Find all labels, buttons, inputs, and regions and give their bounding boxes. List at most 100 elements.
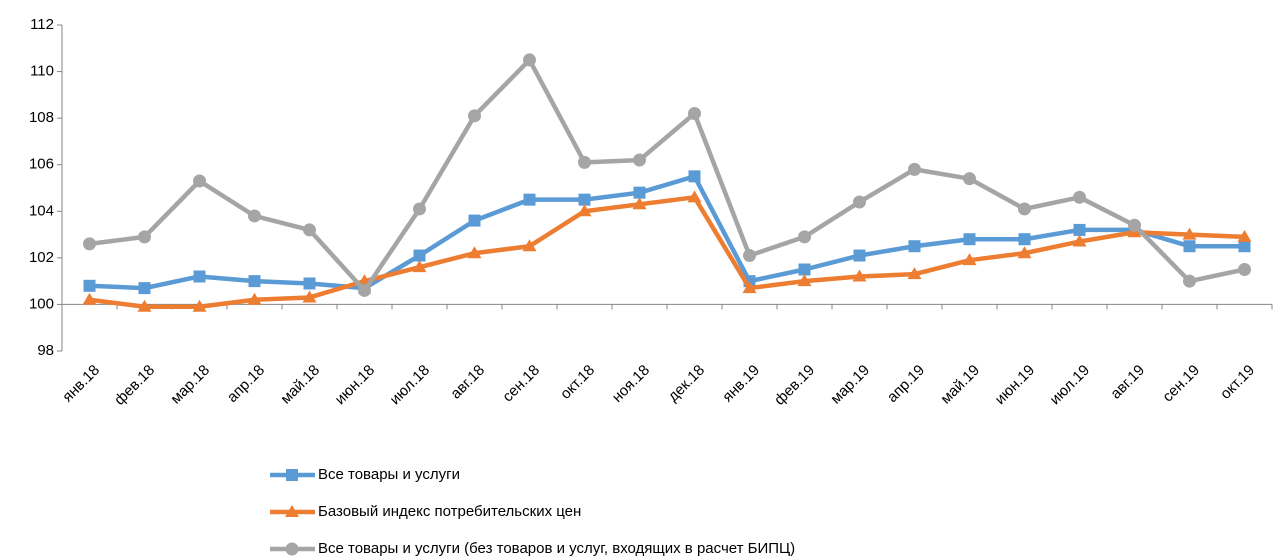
x-tick-label: май.19 [937,362,983,408]
marker [1128,218,1141,232]
marker [248,275,261,288]
marker [908,162,921,176]
marker [1017,246,1032,259]
marker [908,240,921,253]
marker [632,197,647,210]
marker [798,263,811,276]
marker [1018,202,1031,216]
marker [468,109,481,123]
marker [963,172,976,186]
x-tick-label: сен.19 [1159,362,1203,406]
series [83,170,1251,295]
marker [302,290,317,303]
marker [577,204,592,217]
marker [688,170,701,183]
marker [138,282,151,295]
x-tick-label: фев.19 [771,362,818,409]
marker [522,239,537,252]
marker [1183,274,1196,288]
marker [853,195,866,209]
marker [578,155,591,169]
marker [523,53,536,67]
x-tick-label: апр.19 [884,362,928,406]
x-tick-label: май.18 [277,362,323,408]
y-tick-label: 104 [29,202,54,219]
y-tick-label: 102 [29,249,54,266]
series [83,53,1251,297]
marker [1183,240,1196,253]
marker [907,267,922,280]
marker [413,249,426,262]
marker [412,260,427,273]
x-tick-label: сен.18 [499,362,543,406]
x-tick-label: окт.19 [1217,362,1258,403]
x-tick-label: июн.19 [992,362,1039,409]
y-tick-label: 108 [29,109,54,126]
marker [797,274,812,287]
x-tick-label: июл.18 [387,362,434,409]
marker [413,202,426,216]
marker [578,193,591,206]
marker [138,230,151,244]
x-tick-label: янв.18 [59,362,103,406]
marker [1182,227,1197,240]
marker [1237,229,1252,242]
line [89,174,1245,291]
legend-marker [285,542,299,556]
marker [1238,263,1251,276]
marker [192,299,207,312]
marker [853,249,866,262]
legend-label: Все товары и услуги (без товаров и услуг… [318,540,795,557]
marker [798,230,811,244]
marker [742,281,757,294]
x-tick-label: авг.18 [447,362,488,403]
line [89,195,1245,310]
legend-label: Все товары и услуги [318,466,460,483]
marker [248,209,261,223]
marker [963,233,976,246]
marker [1238,240,1251,253]
marker [193,270,206,283]
marker [137,299,152,312]
legend-marker [286,469,298,481]
series [82,190,1252,312]
marker [1073,190,1086,204]
y-tick-label: 100 [29,295,54,312]
marker [687,190,702,203]
marker [633,186,646,199]
marker [358,283,371,297]
marker [467,246,482,259]
marker [688,106,701,120]
marker [247,292,262,305]
marker [468,214,481,227]
x-tick-label: апр.18 [224,362,268,406]
marker [193,174,206,188]
marker [83,237,96,251]
x-tick-label: ноя.18 [609,362,653,406]
x-tick-label: окт.18 [557,362,598,403]
line [89,57,1245,293]
y-tick-label: 110 [30,63,54,80]
marker [743,249,756,263]
x-tick-label: янв.19 [719,362,763,406]
legend-marker [285,505,299,517]
y-tick-label: 106 [29,156,54,173]
y-tick-label: 98 [37,342,54,359]
marker [1073,223,1086,236]
x-tick-label: мар.18 [167,362,213,408]
marker [962,253,977,266]
x-tick-label: июн.18 [332,362,379,409]
marker [303,223,316,237]
marker [82,292,97,305]
marker [633,153,646,167]
x-tick-label: дек.18 [665,362,708,405]
legend-label: Базовый индекс потребительских цен [318,503,581,520]
marker [1072,234,1087,247]
marker [1018,233,1031,246]
x-tick-label: фев.18 [111,362,158,409]
x-tick-label: мар.19 [827,362,873,408]
x-tick-label: июл.19 [1047,362,1094,409]
y-tick-label: 112 [30,16,54,33]
x-tick-label: авг.19 [1107,362,1148,403]
